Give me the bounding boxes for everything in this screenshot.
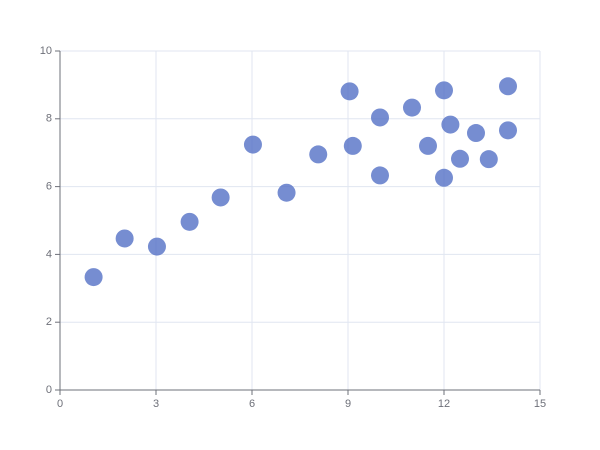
point xyxy=(147,237,166,256)
point xyxy=(371,166,389,185)
x-tick-label: 15 xyxy=(534,398,546,410)
point xyxy=(84,268,103,287)
point xyxy=(435,168,453,187)
point xyxy=(211,188,230,207)
x-tick-label: 6 xyxy=(249,398,255,410)
y-tick-label: 2 xyxy=(46,316,52,328)
point xyxy=(479,150,498,169)
point xyxy=(419,136,437,155)
y-tick-label: 6 xyxy=(46,181,52,193)
point xyxy=(435,81,453,100)
y-tick-label: 0 xyxy=(46,384,52,396)
point xyxy=(499,121,517,140)
x-tick-label: 9 xyxy=(345,398,351,410)
point xyxy=(115,229,134,248)
x-tick-label: 12 xyxy=(438,398,450,410)
x-tick-label: 3 xyxy=(153,398,159,410)
point xyxy=(343,136,362,155)
point xyxy=(277,183,296,202)
point xyxy=(467,124,485,143)
x-tick-label: 0 xyxy=(57,398,63,410)
y-tick-label: 10 xyxy=(40,45,52,57)
point xyxy=(180,212,199,231)
point xyxy=(499,77,517,96)
point xyxy=(451,149,469,168)
point xyxy=(243,135,262,154)
y-tick-label: 4 xyxy=(46,248,52,260)
point xyxy=(340,82,359,101)
point xyxy=(371,108,389,127)
y-tick-label: 8 xyxy=(46,113,52,125)
point xyxy=(441,115,460,134)
point xyxy=(403,98,421,117)
point xyxy=(309,145,328,164)
